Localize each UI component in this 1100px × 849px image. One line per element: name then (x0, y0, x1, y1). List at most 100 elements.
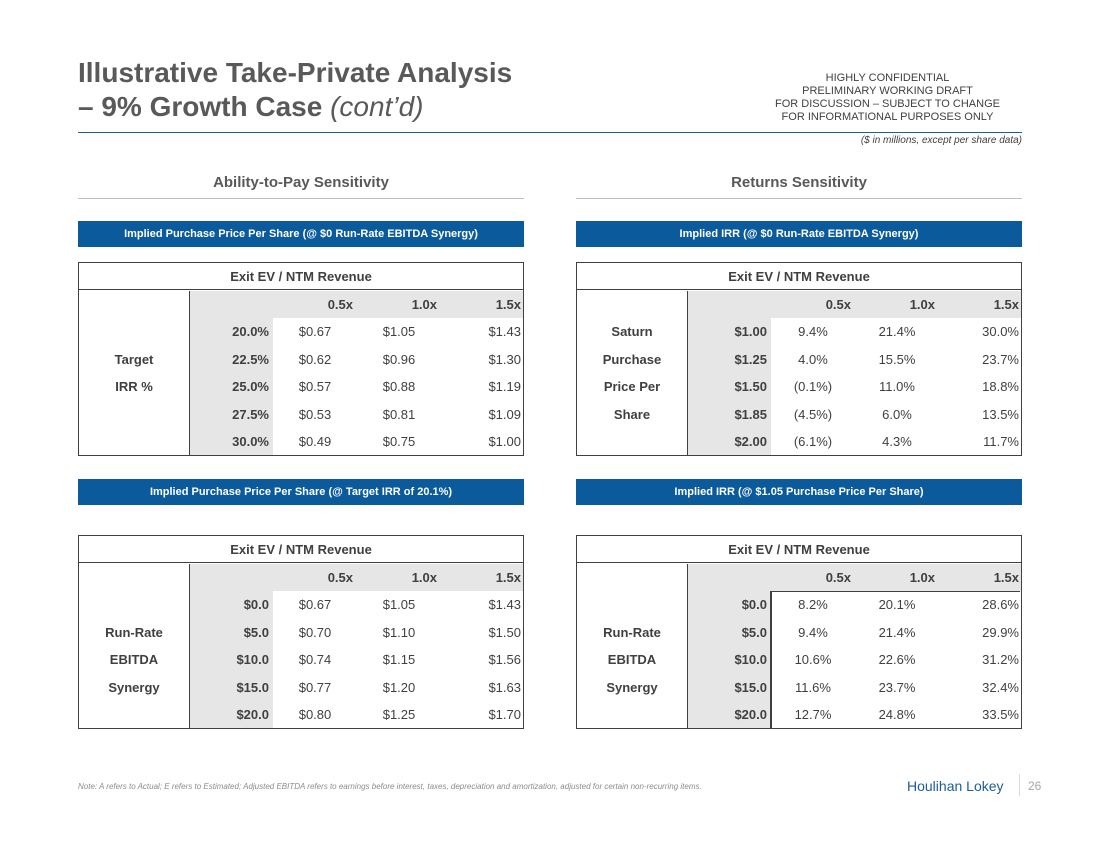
units-note: ($ in millions, except per share data) (860, 135, 1022, 146)
row-label: $20.0 (236, 707, 269, 722)
cell-value: $0.77 (298, 679, 332, 695)
column-header: Exit EV / NTM Revenue (577, 536, 1021, 563)
table: Exit EV / NTM Revenue 0.5x 1.0x 1.5x Saturn P… (576, 262, 1022, 456)
cell-value: $0.80 (298, 707, 332, 722)
row-group-label: EBITDA (109, 652, 159, 667)
cell-value: $1.05 (382, 597, 416, 612)
cell-value: 20.1% (878, 597, 916, 612)
cell-value: $1.56 (488, 652, 521, 667)
row-band (189, 591, 273, 728)
cell-value: 9.4% (798, 324, 828, 339)
row-label: $5.0 (243, 624, 269, 640)
row-group-label: Run-Rate (603, 624, 661, 640)
cell-value: 30.0% (982, 324, 1019, 339)
cell-value: 32.4% (982, 679, 1019, 695)
cell-value: $1.70 (488, 707, 521, 722)
cell-value: 10.6% (794, 652, 832, 667)
column-label: 1.0x (909, 296, 935, 312)
row-label: $0.0 (741, 597, 767, 612)
divider (189, 563, 190, 728)
divider (189, 290, 190, 455)
column-label: 1.0x (909, 569, 935, 585)
column-label: 1.5x (495, 569, 521, 585)
cell-value: $0.53 (298, 406, 332, 422)
table: Exit EV / NTM Revenue 0.5x 1.0x 1.5x Target I… (78, 262, 524, 456)
row-label: $5.0 (741, 624, 767, 640)
section-title: Returns Sensitivity (731, 174, 867, 191)
cell-value: $1.30 (488, 351, 521, 367)
row-band (189, 318, 273, 455)
cell-value: 18.8% (982, 379, 1019, 394)
row-label: 25.0% (232, 379, 269, 394)
row-group-label: Run-Rate (105, 624, 163, 640)
row-group-label: Synergy (108, 679, 160, 695)
cell-value: 11.7% (983, 434, 1019, 449)
cell-value: $1.10 (382, 624, 416, 640)
cell-value: $0.81 (382, 406, 416, 422)
row-group-label: Synergy (606, 679, 658, 695)
values-border (770, 591, 1020, 728)
title-text: – 9% Growth Case (78, 91, 323, 122)
column-label: 0.5x (327, 569, 353, 585)
row-label: 27.5% (232, 406, 269, 422)
cell-value: (6.1%) (793, 434, 833, 449)
cell-value: 12.7% (794, 707, 832, 722)
confidential-line: FOR INFORMATIONAL PURPOSES ONLY (781, 111, 994, 123)
cell-value: 29.9% (982, 624, 1019, 640)
footnote: Note: A refers to Actual; E refers to Es… (78, 782, 702, 791)
cell-value: $1.05 (382, 324, 416, 339)
cell-value: $0.62 (298, 351, 332, 367)
row-label: 22.5% (232, 351, 269, 367)
cell-value: $1.09 (488, 406, 521, 422)
cell-value: $0.49 (298, 434, 332, 449)
title-line: – 9% Growth Case (cont’d) (78, 90, 512, 124)
cell-value: $0.75 (382, 434, 416, 449)
cell-value: 23.7% (982, 351, 1019, 367)
cell-value: (4.5%) (793, 406, 833, 422)
divider (687, 563, 688, 728)
row-label: $2.00 (734, 434, 767, 449)
section-title: Ability-to-Pay Sensitivity (213, 174, 389, 191)
row-label: $0.0 (243, 597, 269, 612)
column-header: Exit EV / NTM Revenue (577, 263, 1021, 290)
row-band (687, 591, 771, 728)
row-label: $1.50 (734, 379, 767, 394)
banner: Implied Purchase Price Per Share (@ $0 R… (78, 221, 524, 247)
row-label: 30.0% (232, 434, 269, 449)
column-label: 0.5x (327, 296, 353, 312)
cell-value: $1.00 (488, 434, 521, 449)
row-label: $10.0 (734, 652, 767, 667)
cell-value: $1.63 (488, 679, 521, 695)
cell-value: $1.50 (488, 624, 521, 640)
cell-value: (0.1%) (793, 379, 833, 394)
section-rule (576, 198, 1022, 199)
column-band (687, 290, 1021, 318)
confidential: HIGHLY CONFIDENTIAL PRELIMINARY WORKING D… (740, 72, 1035, 124)
cell-value: 6.0% (882, 406, 912, 422)
confidential-line: HIGHLY CONFIDENTIAL (825, 72, 950, 84)
page-number: 26 (1028, 779, 1042, 793)
cell-value: $0.74 (298, 652, 332, 667)
cell-value: $1.43 (488, 324, 521, 339)
column-band (189, 563, 523, 591)
cell-value: 11.0% (879, 379, 915, 394)
cell-value: 8.2% (798, 597, 828, 612)
cell-value: 4.0% (798, 351, 828, 367)
title: Illustrative Take-Private Analysis – 9% … (78, 56, 512, 124)
row-group-label: EBITDA (607, 652, 657, 667)
column-label: 0.5x (825, 296, 851, 312)
brand: Houlihan Lokey (907, 778, 1004, 794)
column-label: 0.5x (825, 569, 851, 585)
confidential-line: FOR DISCUSSION – SUBJECT TO CHANGE (775, 98, 1000, 110)
column-band (189, 290, 523, 318)
column-band (687, 563, 1021, 591)
cell-value: 21.4% (878, 324, 916, 339)
cell-value: $0.70 (298, 624, 332, 640)
cell-value: 21.4% (878, 624, 916, 640)
row-group-label: Share (613, 406, 651, 422)
row-label: $1.25 (734, 351, 767, 367)
row-label: $15.0 (734, 679, 767, 695)
cell-value: $1.43 (488, 597, 521, 612)
cell-value: 4.3% (882, 434, 912, 449)
